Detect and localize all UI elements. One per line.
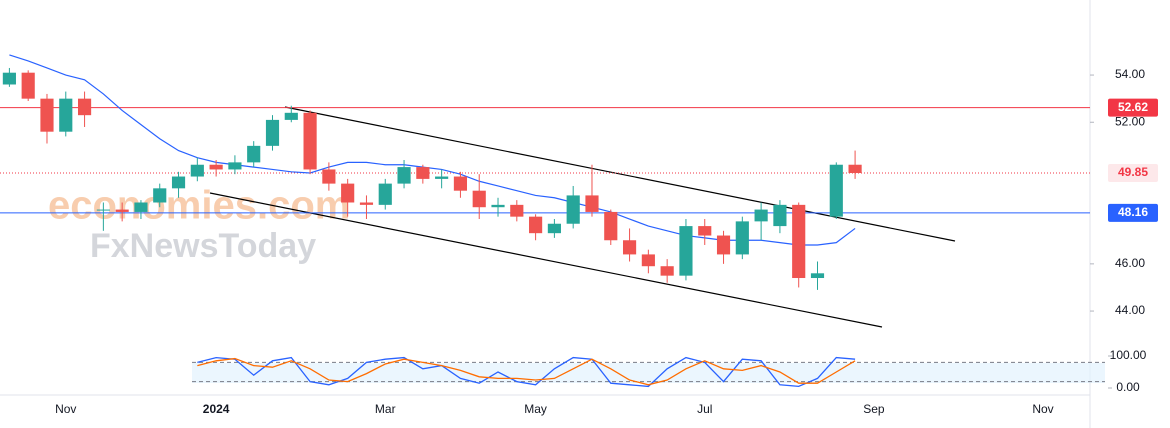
- candle-body: [265, 119, 280, 146]
- candle-body: [21, 72, 35, 99]
- candle-body: [416, 167, 430, 179]
- candle-body: [77, 98, 92, 116]
- candle-body: [134, 202, 148, 212]
- candle-body: [40, 98, 54, 132]
- candle-body: [491, 204, 505, 208]
- candle-body: [660, 266, 674, 276]
- candle-body: [2, 72, 16, 85]
- candle-body: [641, 254, 655, 267]
- x-tick-label: May: [524, 402, 547, 416]
- candle-body: [322, 169, 336, 184]
- y-tick-label: 44.00: [1115, 303, 1145, 317]
- y-tick-label: 52.00: [1115, 114, 1145, 128]
- candle-body: [622, 240, 637, 255]
- y-tick-label: 100.00: [1110, 348, 1147, 362]
- candle-body: [566, 195, 580, 224]
- candle-body: [698, 226, 712, 236]
- candle-body: [735, 221, 749, 255]
- candle-body: [435, 176, 449, 179]
- candle-body: [829, 164, 843, 217]
- price-label: 49.85: [1118, 165, 1148, 179]
- candle-body: [59, 98, 73, 132]
- x-tick-label: Nov: [1032, 402, 1053, 416]
- candle-body: [604, 211, 618, 241]
- candle-body: [171, 176, 186, 189]
- candle-body: [153, 188, 167, 203]
- candle-body: [397, 167, 411, 184]
- candle-body: [115, 209, 129, 212]
- x-tick-label: Jul: [697, 402, 712, 416]
- candle-body: [190, 164, 204, 177]
- y-tick-label: 0.00: [1116, 380, 1140, 394]
- trendline: [284, 106, 956, 242]
- x-tick-label: 2024: [203, 402, 230, 416]
- candle-body: [810, 273, 825, 279]
- candle-body: [792, 204, 806, 279]
- watermark: FxNewsToday: [90, 227, 316, 265]
- candle-body: [529, 216, 543, 234]
- candle-body: [96, 209, 110, 211]
- candle-body: [773, 204, 787, 227]
- oscillator-line: [197, 357, 856, 386]
- candle-body: [510, 204, 524, 217]
- candle-body: [341, 183, 355, 203]
- price-label: 52.62: [1118, 100, 1148, 114]
- candle-body: [679, 226, 693, 276]
- x-tick-label: Mar: [375, 402, 396, 416]
- x-tick-label: Nov: [55, 402, 76, 416]
- price-label-box: [1108, 98, 1158, 117]
- price-label-box: [1108, 203, 1158, 222]
- candle-body: [547, 223, 561, 234]
- y-tick-label: 54.00: [1115, 67, 1145, 81]
- candle-body: [247, 145, 261, 163]
- moving-average: [9, 54, 856, 246]
- price-label-box: [1108, 163, 1158, 182]
- y-tick-label: 46.00: [1115, 256, 1145, 270]
- price-label: 48.16: [1118, 205, 1148, 219]
- candle-body: [848, 164, 862, 173]
- candle-body: [359, 202, 374, 205]
- candle-body: [472, 190, 486, 208]
- candle-body: [228, 162, 242, 170]
- watermark: economies.com: [48, 184, 350, 228]
- candle-body: [284, 112, 298, 120]
- oscillator-line: [197, 356, 856, 388]
- candle-body: [453, 176, 468, 191]
- candle-body: [585, 195, 599, 212]
- x-tick-label: Sep: [863, 402, 885, 416]
- candle-body: [378, 183, 392, 205]
- trendline: [209, 192, 883, 328]
- candle-body: [209, 164, 223, 170]
- candle-body: [754, 209, 768, 222]
- candle-body: [303, 112, 317, 170]
- candle-body: [716, 235, 731, 255]
